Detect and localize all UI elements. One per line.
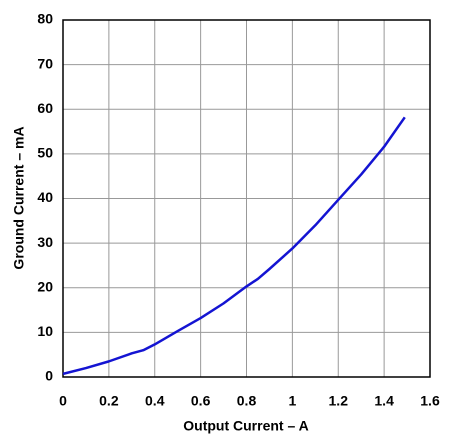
plot-frame — [62, 19, 431, 378]
y-tick-label: 70 — [37, 55, 53, 71]
x-tick-label: 0 — [59, 393, 67, 409]
y-tick-label: 20 — [37, 278, 53, 294]
x-tick-label: 0.8 — [237, 393, 257, 409]
y-tick-label: 50 — [37, 145, 53, 161]
y-tick-label: 0 — [45, 368, 53, 384]
x-tick-label: 1.2 — [329, 393, 349, 409]
y-tick-label: 40 — [37, 189, 53, 205]
y-tick-label: 60 — [37, 100, 53, 116]
x-tick-label: 1.6 — [420, 393, 440, 409]
y-axis-label: Ground Current – mA — [11, 126, 27, 269]
y-tick-label: 30 — [37, 234, 53, 250]
data-line — [62, 116, 406, 376]
x-tick-label: 0.2 — [99, 393, 119, 409]
x-tick-label: 1 — [288, 393, 296, 409]
x-tick-label: 0.6 — [191, 393, 211, 409]
x-tick-label: 1.4 — [374, 393, 394, 409]
y-tick-label: 10 — [37, 323, 53, 339]
x-tick-label: 0.4 — [145, 393, 165, 409]
x-axis-label: Output Current – A — [183, 418, 308, 434]
y-tick-label: 80 — [37, 11, 53, 27]
